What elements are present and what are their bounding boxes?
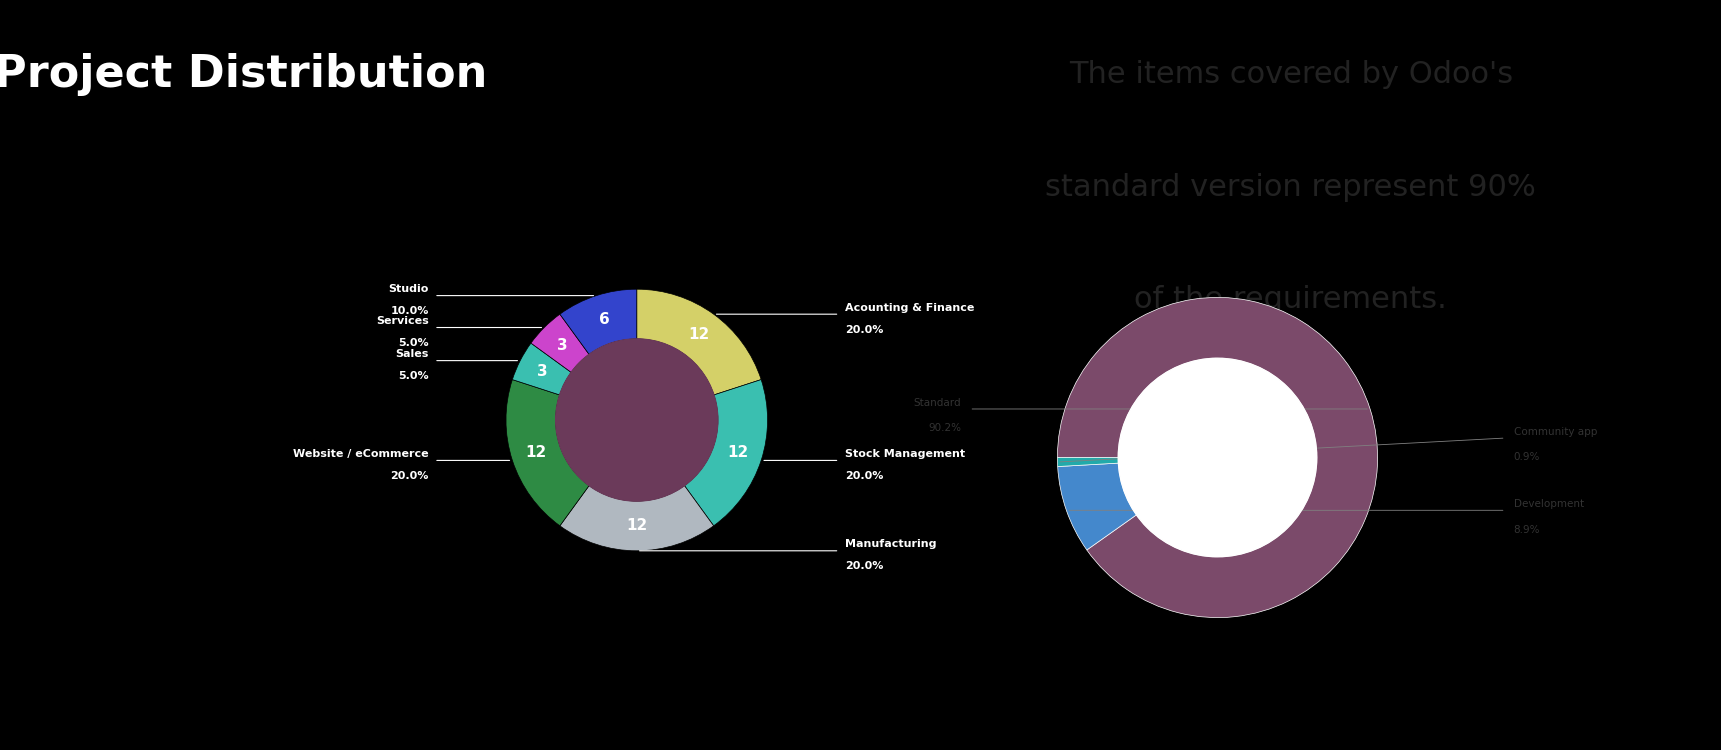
Circle shape bbox=[556, 339, 718, 501]
Text: The items covered by Odoo's: The items covered by Odoo's bbox=[1069, 60, 1513, 89]
Text: 90.2%: 90.2% bbox=[928, 423, 962, 433]
Text: Acounting & Finance: Acounting & Finance bbox=[845, 303, 974, 313]
Wedge shape bbox=[1057, 298, 1377, 617]
Text: Website / eCommerce: Website / eCommerce bbox=[293, 449, 429, 459]
Text: 12: 12 bbox=[626, 518, 647, 533]
Wedge shape bbox=[532, 314, 589, 372]
Wedge shape bbox=[637, 290, 761, 395]
Text: Development: Development bbox=[1514, 499, 1583, 509]
Wedge shape bbox=[1058, 463, 1136, 550]
Wedge shape bbox=[1057, 458, 1119, 466]
Text: 6: 6 bbox=[599, 312, 609, 327]
Text: 12: 12 bbox=[726, 446, 749, 460]
Text: standard version represent 90%: standard version represent 90% bbox=[1045, 172, 1537, 202]
Wedge shape bbox=[685, 380, 768, 526]
Text: 12: 12 bbox=[688, 327, 709, 342]
Text: 20.0%: 20.0% bbox=[845, 325, 883, 335]
Circle shape bbox=[1119, 358, 1317, 556]
Text: 20.0%: 20.0% bbox=[845, 471, 883, 481]
Text: Community app: Community app bbox=[1514, 427, 1597, 436]
Wedge shape bbox=[559, 485, 714, 550]
Text: Sales: Sales bbox=[396, 349, 429, 359]
Text: 3: 3 bbox=[537, 364, 547, 380]
Wedge shape bbox=[559, 290, 637, 355]
Text: Project Distribution: Project Distribution bbox=[0, 53, 487, 95]
Text: 5.0%: 5.0% bbox=[398, 338, 429, 348]
Text: 10.0%: 10.0% bbox=[391, 306, 429, 316]
Text: Studio: Studio bbox=[389, 284, 429, 294]
Wedge shape bbox=[513, 343, 571, 395]
Text: Manufacturing: Manufacturing bbox=[845, 539, 936, 549]
Text: of the requirements.: of the requirements. bbox=[1134, 285, 1447, 314]
Text: 5.0%: 5.0% bbox=[398, 371, 429, 381]
Text: 0.9%: 0.9% bbox=[1514, 452, 1540, 462]
Text: Services: Services bbox=[377, 316, 429, 326]
Text: Standard: Standard bbox=[914, 398, 962, 407]
Text: 8.9%: 8.9% bbox=[1514, 524, 1540, 535]
Text: 3: 3 bbox=[556, 338, 568, 352]
Text: 20.0%: 20.0% bbox=[845, 562, 883, 572]
Text: Stock Management: Stock Management bbox=[845, 449, 965, 459]
Text: 20.0%: 20.0% bbox=[391, 471, 429, 481]
Wedge shape bbox=[506, 380, 589, 526]
Text: 12: 12 bbox=[525, 446, 547, 460]
